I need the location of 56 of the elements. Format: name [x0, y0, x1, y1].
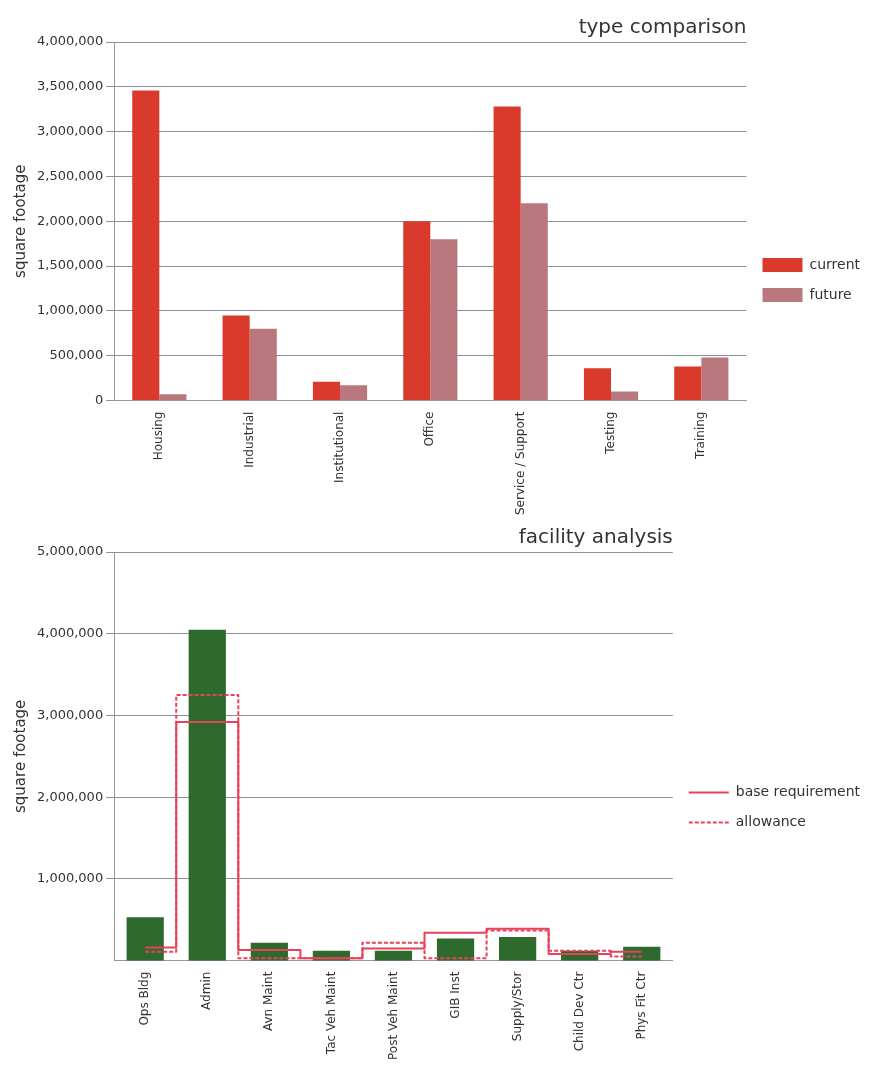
y-tick-label: 3,000,000 — [36, 706, 104, 722]
y-tick-label: 3,500,000 — [36, 78, 104, 94]
x-tick-label: Office — [422, 411, 437, 447]
bar — [159, 394, 187, 401]
bar — [126, 917, 164, 961]
x-tick-label: Housing — [151, 411, 166, 461]
bar — [701, 357, 729, 401]
x-tick-label: Institutional — [332, 411, 347, 483]
legend-label: future — [809, 285, 852, 302]
bar — [403, 221, 431, 401]
x-tick-label: Ops Bldg — [137, 971, 152, 1026]
bar — [493, 106, 521, 401]
x-tick-label: GIB Inst — [447, 971, 462, 1019]
bar — [583, 368, 611, 401]
y-tick-label: 4,000,000 — [36, 33, 104, 49]
y-tick-label: 3,000,000 — [36, 123, 104, 139]
bar — [611, 391, 639, 401]
bar — [222, 315, 250, 401]
bar — [499, 936, 537, 961]
legend-label: base requirement — [735, 783, 861, 800]
x-tick-label: Testing — [603, 411, 618, 455]
x-tick-label: Admin — [199, 971, 214, 1010]
bar — [430, 239, 458, 401]
y-tick-label: 1,000,000 — [36, 870, 104, 886]
bar — [188, 629, 226, 961]
x-tick-label: Child Dev Ctr — [571, 971, 586, 1052]
bar — [132, 90, 160, 401]
x-tick-label: Phys Fit Ctr — [633, 971, 648, 1040]
y-axis-title: square footage — [10, 699, 29, 813]
y-tick-label: 2,000,000 — [36, 788, 104, 804]
y-tick-label: 2,000,000 — [36, 212, 104, 228]
y-axis-title: square footage — [10, 164, 29, 278]
bar — [520, 203, 548, 401]
x-tick-label: Supply/Stor — [509, 971, 524, 1042]
chart-title: type comparison — [578, 14, 747, 39]
x-tick-label: Service / Support — [512, 411, 527, 516]
y-tick-label: 5,000,000 — [36, 543, 104, 559]
bar — [374, 950, 413, 961]
x-tick-label: Post Veh Maint — [385, 971, 400, 1061]
legend-label: allowance — [735, 813, 806, 830]
legend-label: current — [809, 255, 861, 272]
bar — [312, 381, 340, 401]
chart-title: facility analysis — [518, 524, 673, 549]
x-tick-label: Industrial — [241, 411, 256, 468]
y-tick-label: 4,000,000 — [36, 625, 104, 641]
y-tick-label: 2,500,000 — [36, 167, 104, 183]
x-tick-label: Training — [693, 411, 708, 460]
bar — [674, 366, 702, 401]
x-tick-label: Avn Maint — [261, 971, 276, 1032]
bar — [340, 385, 368, 401]
bar — [249, 328, 277, 401]
y-tick-label: 500,000 — [49, 347, 104, 363]
y-tick-label: 0 — [94, 391, 104, 407]
x-tick-label: Tac Veh Maint — [323, 971, 338, 1056]
y-tick-label: 1,500,000 — [36, 257, 104, 273]
y-tick-label: 1,000,000 — [36, 302, 104, 318]
